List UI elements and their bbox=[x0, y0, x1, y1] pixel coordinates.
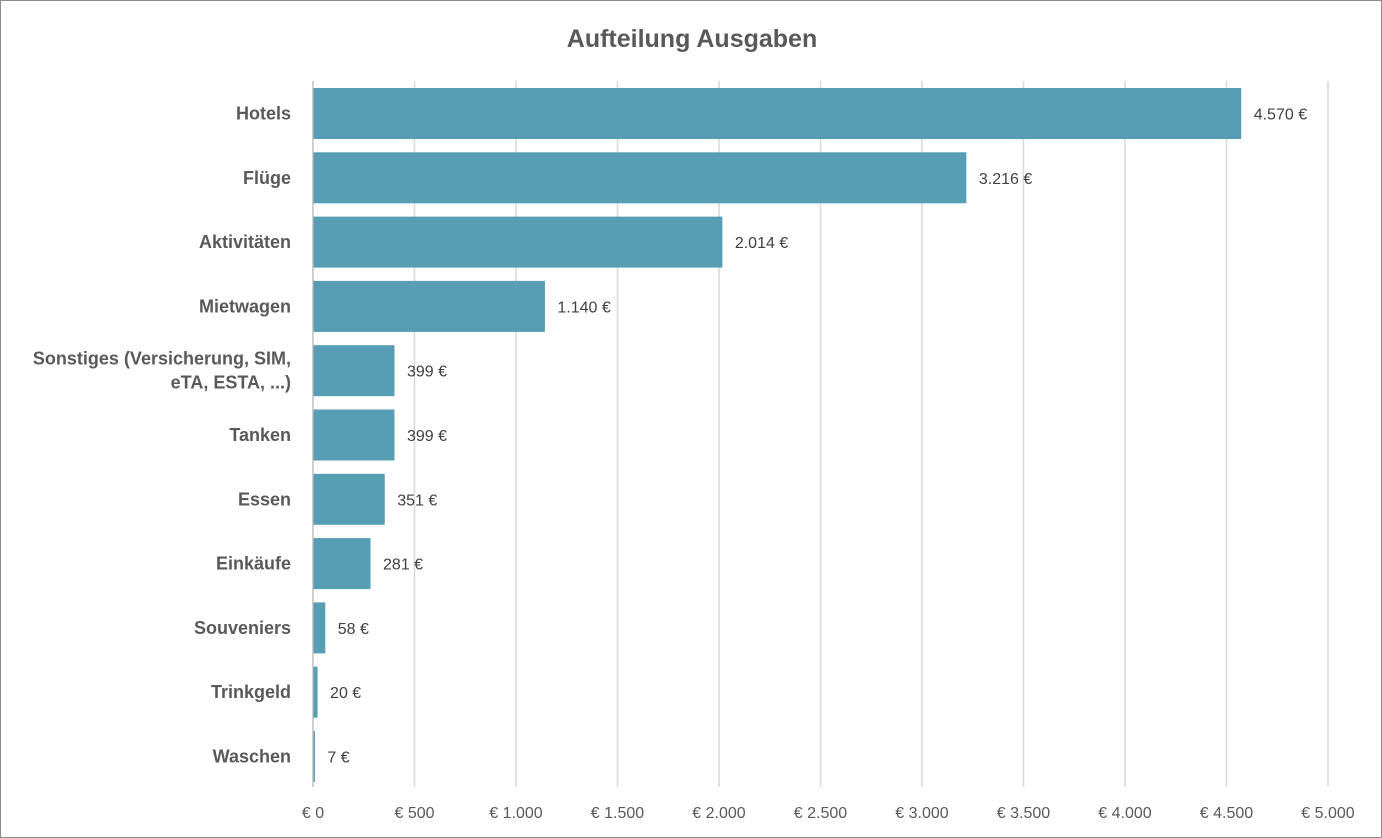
x-tick-label: € 1.000 bbox=[489, 805, 542, 822]
x-tick-label: € 3.000 bbox=[895, 805, 948, 822]
x-tick-label: € 0 bbox=[302, 805, 324, 822]
data-label: 7 € bbox=[327, 750, 349, 767]
category-label: Tanken bbox=[229, 425, 291, 445]
bar bbox=[313, 538, 371, 590]
bar bbox=[313, 473, 385, 525]
category-label: Sonstiges (Versicherung, SIM, bbox=[33, 349, 291, 369]
data-label: 20 € bbox=[330, 685, 361, 702]
data-label: 281 € bbox=[383, 557, 423, 574]
category-label: Aktivitäten bbox=[199, 232, 291, 252]
data-labels: 4.570 € 3.216 € 2.014 € 1.140 € 399 € 399 € 35… bbox=[327, 107, 1307, 767]
category-labels: Hotels Flüge Aktivitäten Mietwagen Sonstiges… bbox=[33, 104, 291, 767]
category-label: Hotels bbox=[236, 104, 291, 124]
bar bbox=[313, 88, 1242, 139]
bar bbox=[313, 731, 315, 782]
bar bbox=[313, 216, 723, 268]
category-label: eTA, ESTA, ...) bbox=[171, 373, 291, 393]
x-tick-label: € 2.000 bbox=[692, 805, 745, 822]
category-label: Einkäufe bbox=[216, 554, 291, 574]
category-label: Mietwagen bbox=[199, 296, 291, 316]
x-axis-tick-labels: € 0 € 500 € 1.000 € 1.500 € 2.000 € 2.500 € 3.… bbox=[302, 805, 1355, 822]
x-tick-label: € 4.000 bbox=[1098, 805, 1151, 822]
bar bbox=[313, 666, 318, 718]
bar bbox=[313, 602, 326, 654]
x-tick-label: € 1.500 bbox=[591, 805, 644, 822]
data-label: 351 € bbox=[397, 492, 437, 509]
bar bbox=[313, 409, 395, 461]
chart-title: Aufteilung Ausgaben bbox=[567, 25, 817, 53]
x-tick-label: € 2.500 bbox=[794, 805, 847, 822]
data-label: 2.014 € bbox=[735, 235, 788, 252]
x-tick-label: € 500 bbox=[394, 805, 434, 822]
bar bbox=[313, 345, 395, 397]
data-label: 399 € bbox=[407, 428, 447, 445]
data-label: 399 € bbox=[407, 364, 447, 381]
data-label: 3.216 € bbox=[979, 171, 1032, 188]
x-tick-label: € 4.500 bbox=[1200, 805, 1253, 822]
x-tick-label: € 3.500 bbox=[997, 805, 1050, 822]
bar bbox=[313, 152, 967, 204]
data-label: 4.570 € bbox=[1254, 107, 1307, 124]
data-label: 58 € bbox=[338, 621, 369, 638]
x-tick-label: € 5.000 bbox=[1301, 805, 1354, 822]
category-label: Waschen bbox=[213, 747, 291, 767]
bar bbox=[313, 280, 545, 332]
data-label: 1.140 € bbox=[557, 299, 610, 316]
category-label: Essen bbox=[238, 489, 291, 509]
category-label: Flüge bbox=[243, 168, 291, 188]
category-label: Souveniers bbox=[194, 618, 291, 638]
bars bbox=[313, 88, 1242, 782]
category-label: Trinkgeld bbox=[211, 682, 291, 702]
